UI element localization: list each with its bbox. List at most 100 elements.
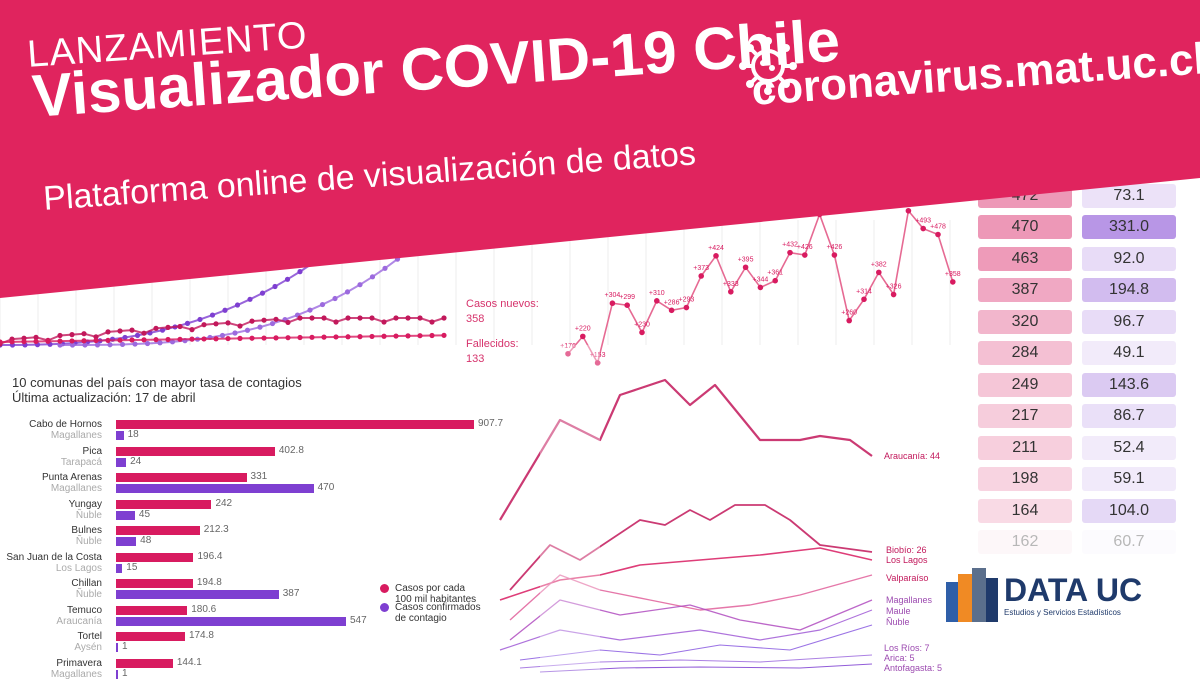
new-cases-point	[393, 315, 399, 321]
daily-cases-label: +478	[930, 223, 946, 230]
new-cases-point	[141, 330, 147, 336]
table-cell-cases: 217	[978, 404, 1072, 428]
daily-cases-point	[580, 333, 586, 340]
daily-cases-point	[624, 302, 630, 308]
bar-cases-value: 387	[282, 588, 300, 599]
table-row: 387 194.8	[978, 278, 1178, 304]
bar-chart-heading: 10 comunas del país con mayor tasa de co…	[12, 375, 302, 390]
bar-rate	[116, 420, 474, 429]
region-line	[519, 654, 873, 669]
table-cell-rate: 49.1	[1082, 341, 1176, 365]
bar-rate-value: 174.8	[188, 630, 214, 641]
cumulative-series-point	[144, 340, 151, 347]
legend-rate-line2: 100 mil habitantes	[395, 594, 477, 605]
table-cell-rate: 60.7	[1082, 530, 1176, 554]
table-cell-cases: 211	[978, 435, 1072, 460]
cumulative-series-point	[69, 342, 76, 348]
deaths-point	[297, 334, 303, 341]
daily-cases-label: +426	[827, 244, 843, 251]
bar-category-label: Cabo de Hornos	[29, 419, 102, 430]
region-line-label: Ñuble	[886, 617, 910, 627]
bar-region-label: Aysén	[74, 642, 102, 653]
daily-cases-point	[742, 264, 749, 271]
fallecidos-title: Fallecidos:	[466, 338, 519, 350]
bar-category-label: Tortel	[77, 631, 102, 642]
daily-cases-point	[876, 269, 882, 276]
bar-cases	[116, 643, 118, 652]
region-line-label: Antofagasta: 5	[884, 663, 943, 673]
cumulative-cases-point	[234, 302, 241, 308]
daily-cases-point	[905, 207, 912, 214]
daily-cases-label: +493	[915, 218, 931, 225]
logo-name: DATA UC	[1004, 572, 1143, 608]
deaths-point	[105, 337, 111, 343]
daily-cases-point	[639, 329, 645, 336]
deaths-point	[129, 337, 135, 343]
cumulative-cases-point	[222, 307, 228, 313]
bar-rate-value: 907.7	[478, 418, 504, 429]
daily-cases-label: +395	[738, 256, 754, 263]
bar-rate-value: 144.1	[176, 656, 202, 668]
cumulative-series-point	[332, 295, 338, 302]
deaths-point	[441, 332, 447, 338]
new-cases-point	[357, 315, 363, 321]
bar-rate	[116, 632, 185, 641]
bar-region-label: Los Lagos	[55, 562, 102, 574]
deaths-point	[249, 335, 255, 341]
bar-cases	[116, 616, 346, 626]
new-cases-point	[129, 327, 135, 333]
new-cases-point	[177, 323, 183, 330]
cumulative-series-point	[119, 341, 126, 348]
bar-rate-value: 196.4	[197, 550, 223, 562]
legend-cases-line2: de contagio	[395, 613, 447, 624]
daily-cases-point	[698, 273, 704, 279]
bar-category-label: Pica	[82, 445, 102, 457]
cumulative-series-point	[107, 342, 113, 348]
bar-rate	[116, 526, 200, 535]
table-row: 164 104.0	[978, 498, 1178, 525]
new-cases-point	[429, 319, 435, 325]
cumulative-series-point	[132, 341, 138, 347]
bar-category-label: Temuco	[66, 604, 102, 616]
virus-icon	[739, 37, 797, 95]
bar-rate	[116, 473, 247, 482]
daily-cases-label: +382	[871, 261, 887, 268]
table-cell-cases: 162	[978, 530, 1072, 554]
daily-cases-label: +373	[693, 265, 709, 272]
new-cases-point	[381, 319, 387, 325]
cumulative-series-point	[307, 307, 313, 313]
daily-cases-point	[565, 350, 571, 357]
bar-cases	[116, 537, 137, 546]
bar-rate	[116, 658, 173, 668]
table-cell-rate: 59.1	[1082, 467, 1176, 491]
daily-cases-label: +326	[886, 284, 902, 291]
table-row: 470 331.0	[978, 215, 1178, 241]
table-row: 320 96.7	[978, 309, 1178, 336]
new-cases-point	[153, 325, 159, 331]
cumulative-series-point	[269, 320, 276, 327]
casos-nuevos-title: Casos nuevos:	[466, 298, 539, 310]
deaths-point	[69, 338, 75, 344]
legend-cases-line1: Casos confirmados	[395, 602, 481, 613]
bar-cases-value: 15	[126, 561, 138, 573]
new-cases-point	[117, 328, 123, 334]
deaths-point	[213, 336, 219, 342]
table-row: 284 49.1	[978, 341, 1178, 367]
legend-item-cases: Casos confirmados de contagio	[380, 602, 500, 624]
table-cell-rate: 194.8	[1082, 278, 1176, 302]
table-cell-cases: 387	[978, 278, 1072, 302]
deaths-point	[261, 335, 267, 341]
table-cell-cases: 249	[978, 372, 1072, 397]
daily-cases-point	[950, 279, 956, 285]
bar-cases	[116, 484, 314, 493]
deaths-point	[381, 333, 387, 339]
deaths-point	[141, 337, 147, 343]
new-cases-point	[441, 315, 447, 321]
new-cases-point	[213, 321, 219, 327]
daily-cases-point	[757, 284, 764, 291]
cumulative-series-point	[257, 324, 263, 330]
table-row: 162 60.7	[978, 530, 1178, 556]
cumulative-series-point	[219, 332, 226, 339]
daily-cases-label: +310	[649, 290, 665, 297]
daily-cases-label: +314	[856, 288, 872, 295]
